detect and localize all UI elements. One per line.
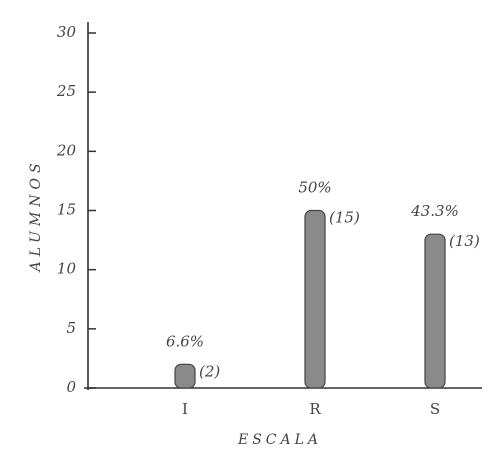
x-tick-label: S [430,400,440,418]
bar [304,209,326,389]
y-tick-label: 25 [56,82,76,100]
annotation: 6.6% [166,332,204,350]
x-tick-label: R [309,400,321,418]
bar [424,233,446,389]
y-tick-label: 30 [57,23,77,41]
y-axis-label: ALUMNOS [28,158,44,273]
x-tick-label: I [182,400,188,418]
bar [174,363,196,389]
y-tick-label: 15 [57,201,76,219]
annotation: 50% [298,179,331,197]
value-label: (15) [329,209,360,227]
y-tick-label: 5 [66,319,76,337]
x-axis-label: ESCALA [237,432,322,448]
value-label: (2) [199,362,220,380]
y-tick-label: 20 [56,141,77,159]
y-tick-label: 0 [66,378,76,396]
value-label: (13) [449,232,480,250]
y-tick-label: 10 [57,260,77,278]
annotation: 43.3% [410,202,459,220]
